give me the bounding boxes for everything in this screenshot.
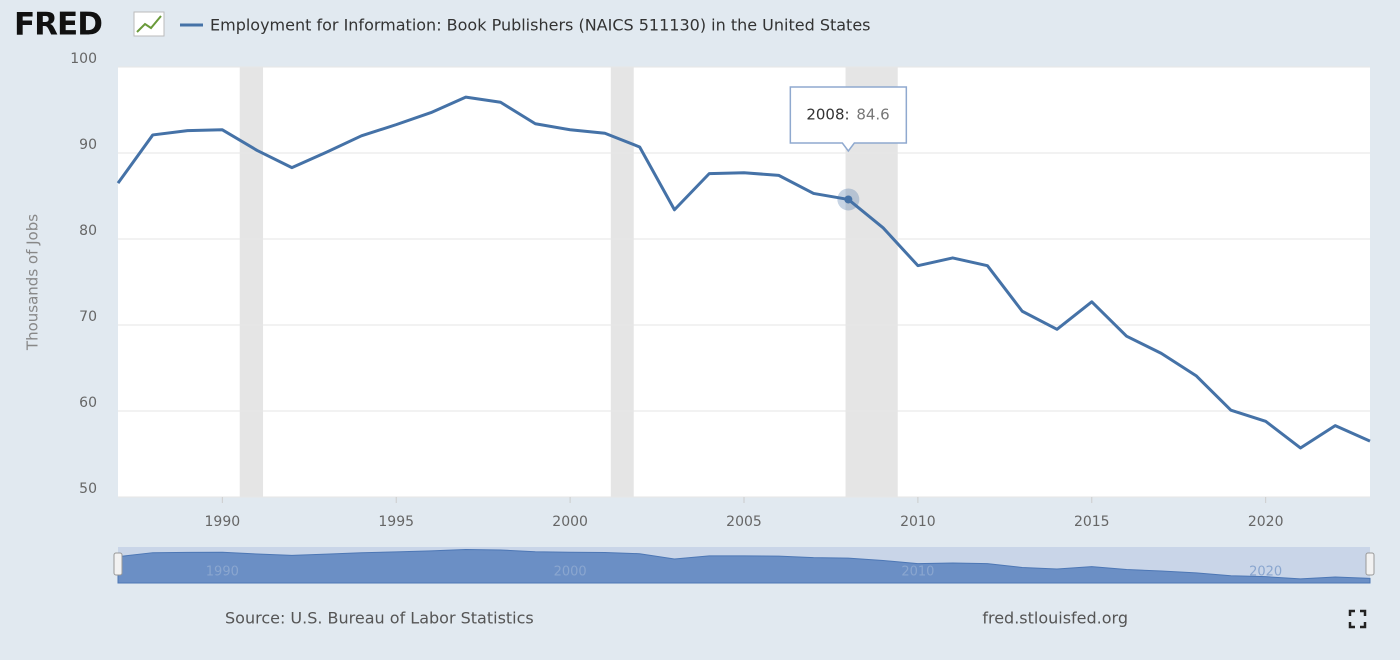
navigator-handle[interactable] [1365,552,1375,576]
series-line [116,95,1371,450]
tooltip-box [789,86,908,153]
x-tick-label: 2020 [1248,514,1284,530]
navigator-tick-label: 2010 [901,565,934,580]
logo-icon [133,11,165,37]
y-axis-label: Thousands of Jobs [24,214,42,351]
tooltip-value: 84.6 [856,106,889,124]
y-tick-label: 90 [79,137,97,153]
x-tick-label: 2005 [726,514,762,530]
x-tick-label: 2000 [552,514,588,530]
legend-label: Employment for Information: Book Publish… [210,16,871,35]
hover-point [844,195,853,204]
y-tick-label: 100 [70,51,97,67]
y-tick-label: 50 [79,481,97,497]
navigator-handle[interactable] [113,552,123,576]
tooltip-label: 2008: [806,106,849,124]
recession-band [610,67,634,497]
y-tick-label: 80 [79,223,97,239]
site-link[interactable]: fred.stlouisfed.org [982,609,1128,628]
x-tick-label: 2010 [900,514,936,530]
y-tick-label: 70 [79,309,97,325]
recession-band [239,67,264,497]
navigator-tick-label: 1990 [206,565,239,580]
x-tick-label: 2015 [1074,514,1110,530]
navigator-tick-label: 2020 [1249,565,1282,580]
x-tick-label: 1995 [378,514,414,530]
source: Source: U.S. Bureau of Labor Statistics [225,609,534,628]
navigator-tick-label: 2000 [554,565,587,580]
plot-area [118,67,1370,497]
navigator-area [117,549,1371,584]
fullscreen-button[interactable] [1348,609,1367,629]
logo: FRED [14,7,102,43]
y-tick-label: 60 [79,395,97,411]
x-tick-label: 1990 [205,514,241,530]
